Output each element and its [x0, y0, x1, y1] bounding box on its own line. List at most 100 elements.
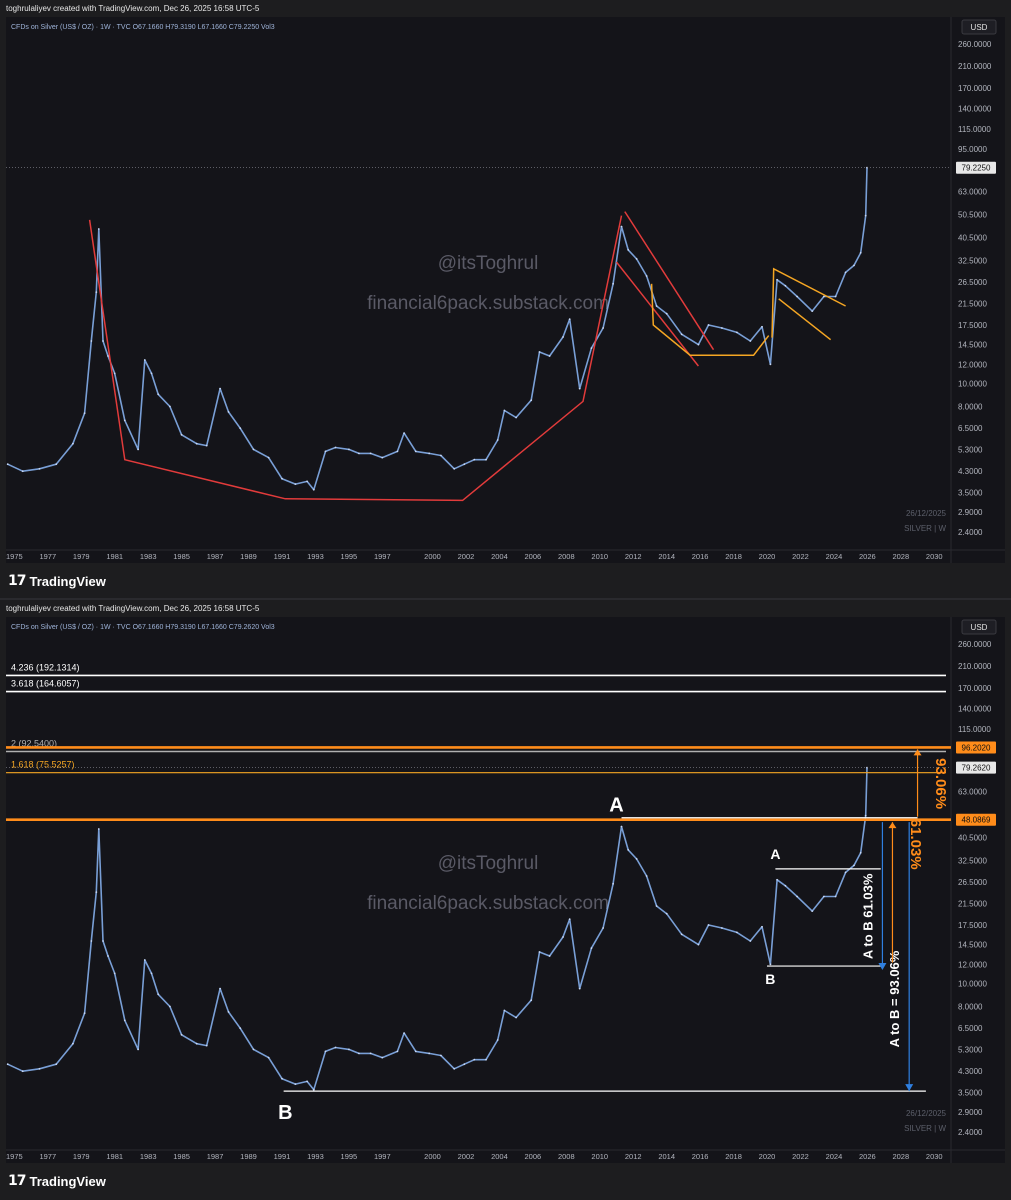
price-point — [312, 1088, 315, 1091]
x-tick-label: 1995 — [341, 552, 358, 561]
price-point — [590, 947, 593, 950]
price-point — [578, 987, 581, 990]
price-point — [414, 1050, 417, 1053]
price-point — [180, 433, 183, 436]
price-point — [776, 878, 778, 881]
last-price-value: 79.2620 — [962, 764, 991, 773]
price-point — [736, 331, 738, 334]
price-point — [736, 931, 738, 934]
silver-weekly-chart[interactable]: CFDs on Silver (US$ / OZ) · 1W · TVC O67… — [6, 17, 1005, 563]
x-tick-label: 2018 — [725, 1152, 742, 1161]
watermark-site: financial6pack.substack.com — [367, 293, 609, 314]
x-tick-label: 2028 — [892, 552, 909, 561]
price-point — [620, 825, 623, 828]
chart-frame[interactable]: CFDs on Silver (US$ / OZ) · 1W · TVC O67… — [6, 17, 1005, 563]
price-point — [796, 295, 798, 298]
silver-weekly-chart-fib[interactable]: CFDs on Silver (US$ / OZ) · 1W · TVC O67… — [6, 617, 1005, 1163]
label-small-b: B — [765, 971, 775, 987]
price-point — [267, 456, 270, 459]
price-point — [369, 1052, 372, 1055]
price-point — [697, 943, 700, 946]
price-point — [150, 372, 153, 375]
tradingview-logo[interactable]: 17 TradingView — [8, 1172, 106, 1190]
y-tick-label: 6.5000 — [958, 424, 983, 433]
price-point — [796, 895, 798, 898]
price-point — [107, 355, 109, 357]
author-credit: toghrulaliyev created with TradingView.c… — [6, 604, 260, 613]
price-point — [312, 488, 315, 491]
price-point — [334, 446, 337, 449]
x-tick-label: 1985 — [173, 552, 190, 561]
chart-frame[interactable]: CFDs on Silver (US$ / OZ) · 1W · TVC O67… — [6, 617, 1005, 1163]
date-stamp: 26/12/2025 — [906, 509, 947, 518]
currency-button[interactable] — [961, 619, 997, 635]
x-tick-label: 2030 — [926, 552, 943, 561]
price-point — [396, 450, 399, 453]
chart-background — [6, 17, 1005, 563]
y-tick-label: 140.0000 — [958, 704, 992, 713]
price-point — [358, 452, 360, 455]
price-point — [403, 432, 405, 434]
series-stamp: SILVER | W — [904, 1124, 946, 1133]
price-point — [227, 1011, 230, 1013]
price-point — [381, 1056, 384, 1059]
x-tick-label: 2024 — [826, 552, 843, 561]
price-point — [463, 1063, 466, 1066]
tradingview-mark-icon: 17 — [8, 573, 27, 589]
x-tick-label: 1987 — [207, 552, 224, 561]
pct-text-upper: 93.06% — [932, 758, 949, 809]
currency-button[interactable] — [961, 19, 997, 35]
fib-level-label: 4.236 (192.1314) — [11, 662, 80, 672]
price-series-line — [7, 767, 868, 1091]
price-point — [381, 456, 384, 459]
y-tick-label: 210.0000 — [958, 62, 992, 71]
y-tick-label: 2.4000 — [958, 1128, 983, 1137]
measure-text-big: A to B = 93.06% — [887, 950, 902, 1047]
price-point — [784, 884, 787, 887]
y-tick-label: 260.0000 — [958, 40, 992, 49]
price-point — [440, 1054, 442, 1057]
price-point — [769, 963, 772, 966]
price-point — [665, 912, 668, 915]
y-tick-label: 32.5000 — [958, 857, 987, 866]
price-point — [38, 1067, 41, 1070]
y-tick-label: 17.5000 — [958, 921, 987, 930]
fib-level-label: 3.618 (164.6057) — [11, 679, 80, 689]
price-point — [485, 458, 487, 461]
level-price-tag — [956, 741, 996, 754]
watermark-handle: @itsToghrul — [438, 853, 539, 874]
x-tick-label: 1985 — [173, 1152, 190, 1161]
watermark-site: financial6pack.substack.com — [367, 893, 609, 914]
price-point — [102, 940, 104, 942]
price-point — [568, 918, 571, 921]
price-point — [538, 351, 541, 353]
price-point — [655, 305, 658, 307]
price-point — [530, 999, 533, 1002]
tradingview-logo[interactable]: 17 TradingView — [8, 572, 106, 590]
y-tick-label: 63.0000 — [958, 188, 987, 197]
y-tick-label: 260.0000 — [958, 640, 992, 649]
orange-trendline — [650, 283, 770, 356]
price-point — [823, 295, 825, 298]
level-price-value: 96.2020 — [962, 743, 991, 752]
price-point — [463, 463, 466, 466]
price-point — [123, 1019, 126, 1022]
y-tick-label: 3.5000 — [958, 489, 983, 498]
x-tick-label: 2006 — [525, 552, 542, 561]
price-point — [530, 399, 533, 402]
price-point — [227, 411, 230, 413]
x-tick-label: 2020 — [759, 552, 776, 561]
y-tick-label: 170.0000 — [958, 684, 992, 693]
price-point — [123, 419, 126, 422]
label-small-a: A — [770, 846, 780, 862]
price-point — [635, 258, 638, 260]
price-point — [252, 1048, 255, 1051]
price-point — [252, 448, 255, 451]
orange-trendline — [778, 298, 832, 341]
price-point — [811, 910, 814, 912]
price-point — [562, 936, 564, 938]
y-tick-label: 40.5000 — [958, 834, 987, 843]
price-point — [496, 439, 499, 441]
x-tick-label: 1995 — [341, 1152, 358, 1161]
price-point — [102, 340, 104, 342]
